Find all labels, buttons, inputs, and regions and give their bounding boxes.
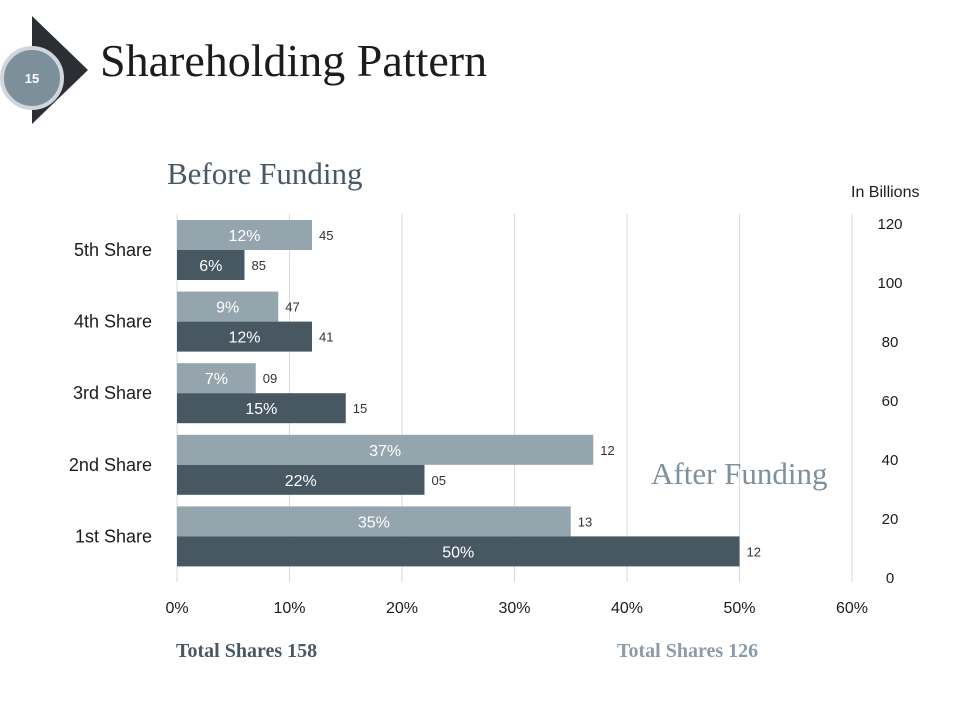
bar-amount-label: 12 — [747, 544, 761, 559]
units-label: In Billions — [851, 184, 920, 201]
x-tick-label: 60% — [836, 600, 868, 617]
bar-percent-label: 9% — [216, 300, 239, 317]
secondary-tick-label: 100 — [877, 275, 902, 292]
bar-before-funding — [177, 220, 312, 250]
bar-percent-label: 22% — [285, 473, 317, 490]
bar-before-funding — [177, 363, 256, 394]
x-tick-label: 20% — [386, 600, 418, 617]
category-label: 2nd Share — [69, 455, 152, 475]
bar-amount-label: 45 — [319, 228, 333, 243]
x-tick-label: 0% — [165, 600, 188, 617]
bar-percent-label: 50% — [442, 544, 474, 561]
bar-amount-label: 15 — [353, 401, 367, 416]
bar-percent-label: 15% — [245, 401, 277, 418]
bar-before-funding — [177, 506, 571, 537]
x-tick-label: 50% — [723, 600, 755, 617]
secondary-tick-label: 40 — [882, 452, 899, 469]
bar-after-funding — [177, 536, 740, 567]
bar-percent-label: 12% — [228, 228, 260, 245]
slide-number-badge: 15 — [0, 16, 110, 124]
secondary-tick-label: 80 — [882, 334, 899, 351]
bar-amount-label: 12 — [600, 443, 614, 458]
secondary-tick-label: 120 — [877, 216, 902, 233]
category-label: 5th Share — [74, 240, 152, 260]
total-shares-after: Total Shares 126 — [617, 640, 759, 662]
bar-amount-label: 47 — [285, 300, 299, 315]
slide-number: 15 — [0, 46, 64, 110]
bar-after-funding — [177, 250, 245, 280]
bar-after-funding — [177, 464, 425, 495]
bar-percent-label: 12% — [228, 330, 260, 347]
bar-before-funding — [177, 291, 279, 322]
category-label: 3rd Share — [73, 383, 152, 403]
bar-amount-label: 05 — [432, 473, 446, 488]
secondary-tick-label: 60 — [882, 393, 899, 410]
category-label: 1st Share — [75, 526, 152, 546]
before-funding-label: Before Funding — [167, 156, 363, 191]
total-shares-before: Total Shares 158 — [176, 640, 318, 662]
bar-percent-label: 35% — [358, 514, 390, 531]
category-label: 4th Share — [74, 312, 152, 332]
x-tick-label: 40% — [611, 600, 643, 617]
bar-percent-label: 7% — [205, 371, 228, 388]
bar-amount-label: 13 — [578, 514, 592, 529]
x-tick-label: 10% — [273, 600, 305, 617]
bar-amount-label: 85 — [252, 258, 266, 273]
bar-amount-label: 41 — [319, 330, 333, 345]
after-funding-label: After Funding — [651, 456, 828, 491]
secondary-tick-label: 0 — [886, 570, 894, 587]
secondary-tick-label: 20 — [882, 511, 899, 528]
bar-percent-label: 37% — [369, 443, 401, 460]
x-tick-label: 30% — [498, 600, 530, 617]
bar-before-funding — [177, 434, 594, 465]
bar-after-funding — [177, 393, 346, 424]
bar-after-funding — [177, 321, 312, 352]
page-title: Shareholding Pattern — [100, 35, 488, 86]
bar-amount-label: 09 — [263, 371, 277, 386]
bar-percent-label: 6% — [199, 258, 222, 275]
